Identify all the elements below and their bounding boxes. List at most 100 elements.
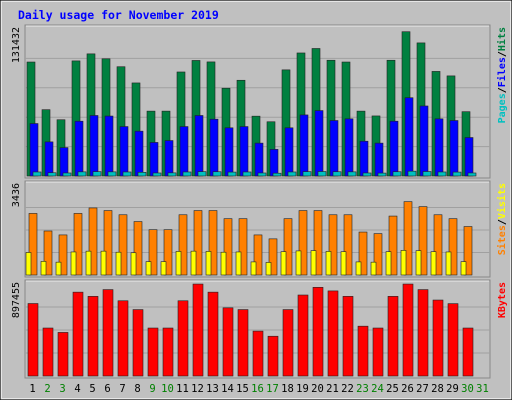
x-tick-label: 13 bbox=[206, 383, 219, 395]
x-tick-label: 2 bbox=[44, 383, 50, 395]
bar-sites-day-8 bbox=[130, 252, 137, 276]
bar-sites-day-28 bbox=[430, 251, 437, 276]
bar-files-day-2 bbox=[44, 141, 54, 177]
x-tick-label: 4 bbox=[74, 383, 80, 395]
y-axis-series-label: Pages/Files/Hits bbox=[496, 27, 508, 123]
x-tick-label: 28 bbox=[431, 383, 444, 395]
visits-panel: 3436 Sites/Visits bbox=[11, 180, 508, 278]
bar-sites-day-27 bbox=[415, 250, 422, 276]
x-axis-labels: 1 2 3 4 5 6 7 8 9 10 11 12 13 14 15 16 17 18 19 20 21 22 23 24 2… bbox=[29, 383, 488, 395]
bar-files-day-29 bbox=[449, 120, 459, 177]
bar-files-day-19 bbox=[299, 114, 309, 177]
bar-pages-day-27 bbox=[422, 171, 432, 177]
bar-pages-day-8 bbox=[137, 172, 147, 177]
bar-visits-day-20 bbox=[313, 210, 323, 276]
bar-pages-day-20 bbox=[317, 171, 327, 177]
y-axis-label-part: / bbox=[497, 219, 508, 225]
x-tick-label: 10 bbox=[161, 383, 174, 395]
bar-pages-day-24 bbox=[377, 172, 387, 177]
bar-visits-day-7 bbox=[118, 214, 128, 276]
bar-pages-day-14 bbox=[227, 171, 237, 177]
x-tick-label: 25 bbox=[386, 383, 399, 395]
x-tick-label: 8 bbox=[134, 383, 140, 395]
x-tick-label: 1 bbox=[29, 383, 35, 395]
bar-kbytes-day-27 bbox=[417, 289, 429, 377]
bar-visits-day-17 bbox=[268, 238, 278, 276]
x-tick-label: 7 bbox=[119, 383, 125, 395]
bar-sites-day-14 bbox=[220, 251, 227, 276]
bar-sites-day-18 bbox=[280, 251, 287, 276]
bar-kbytes-day-26 bbox=[402, 283, 414, 377]
bar-sites-day-19 bbox=[295, 250, 302, 276]
x-tick-label: 26 bbox=[401, 383, 414, 395]
x-tick-label: 5 bbox=[89, 383, 95, 395]
bar-pages-day-30 bbox=[467, 172, 477, 177]
bar-kbytes-day-7 bbox=[117, 300, 129, 377]
bar-visits-day-30 bbox=[463, 226, 473, 276]
bar-visits-day-6 bbox=[103, 210, 113, 276]
bar-kbytes-day-14 bbox=[222, 307, 234, 377]
bar-kbytes-day-15 bbox=[237, 309, 249, 377]
bar-files-day-7 bbox=[119, 126, 129, 177]
bar-pages-day-26 bbox=[407, 170, 417, 177]
y-axis-series-label: Sites/Visits bbox=[496, 183, 508, 255]
bar-sites-day-7 bbox=[115, 251, 122, 276]
bar-kbytes-day-12 bbox=[192, 283, 204, 377]
bar-pages-day-19 bbox=[302, 171, 312, 177]
bar-pages-day-10 bbox=[167, 172, 177, 177]
bar-visits-day-9 bbox=[148, 229, 158, 276]
bar-visits-day-5 bbox=[88, 207, 98, 276]
x-tick-label: 21 bbox=[326, 383, 339, 395]
bar-visits-day-23 bbox=[358, 231, 368, 276]
bar-sites-day-21 bbox=[325, 251, 332, 276]
x-tick-label: 15 bbox=[236, 383, 249, 395]
bar-kbytes-day-1 bbox=[27, 303, 39, 377]
bar-pages-day-6 bbox=[107, 171, 117, 177]
bar-pages-day-28 bbox=[437, 171, 447, 177]
x-tick-label: 16 bbox=[251, 383, 264, 395]
bar-kbytes-day-20 bbox=[312, 287, 324, 377]
bar-visits-day-11 bbox=[178, 214, 188, 276]
bar-pages-day-25 bbox=[392, 171, 402, 177]
bar-files-day-14 bbox=[224, 127, 234, 177]
bar-sites-day-10 bbox=[160, 261, 167, 276]
bar-files-day-27 bbox=[419, 105, 429, 177]
bar-pages-day-21 bbox=[332, 171, 342, 177]
y-axis-label-part: Files bbox=[496, 57, 508, 87]
bar-kbytes-day-9 bbox=[147, 327, 159, 377]
y-axis-series-label: KBytes bbox=[497, 282, 508, 318]
bar-files-day-17 bbox=[269, 149, 279, 177]
bar-sites-day-1 bbox=[25, 252, 32, 276]
bar-visits-day-2 bbox=[43, 230, 53, 276]
bar-files-day-26 bbox=[404, 97, 414, 177]
y-max-label: 3436 bbox=[11, 183, 22, 207]
bar-pages-day-15 bbox=[242, 171, 252, 177]
bar-visits-day-22 bbox=[343, 214, 353, 276]
x-tick-label: 20 bbox=[311, 383, 324, 395]
bar-files-day-13 bbox=[209, 118, 219, 177]
bar-files-day-21 bbox=[329, 120, 339, 177]
bar-files-day-11 bbox=[179, 126, 189, 177]
bar-files-day-12 bbox=[194, 115, 204, 177]
x-tick-label: 24 bbox=[371, 383, 384, 395]
bar-sites-day-16 bbox=[250, 261, 257, 276]
bar-sites-day-11 bbox=[175, 251, 182, 276]
bar-files-day-18 bbox=[284, 127, 294, 177]
bar-sites-day-12 bbox=[190, 250, 197, 276]
bar-visits-day-13 bbox=[208, 210, 218, 276]
x-tick-label: 31 bbox=[476, 383, 489, 395]
bar-sites-day-24 bbox=[370, 261, 377, 276]
x-tick-label: 22 bbox=[341, 383, 354, 395]
x-tick-label: 14 bbox=[221, 383, 234, 395]
bar-visits-day-28 bbox=[433, 214, 443, 276]
bar-sites-day-22 bbox=[340, 251, 347, 276]
bar-pages-day-12 bbox=[197, 171, 207, 177]
x-tick-label: 9 bbox=[149, 383, 155, 395]
bar-visits-day-4 bbox=[73, 213, 83, 276]
bar-kbytes-day-19 bbox=[297, 294, 309, 377]
bar-visits-day-8 bbox=[133, 221, 143, 276]
bar-sites-day-25 bbox=[385, 251, 392, 276]
bar-sites-day-15 bbox=[235, 251, 242, 276]
